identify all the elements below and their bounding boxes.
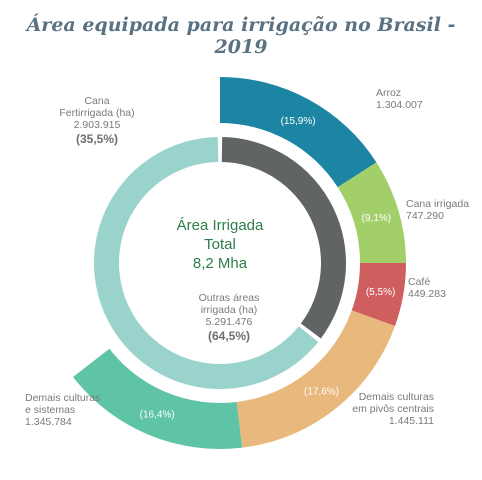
label-demais-culturas-e-sistemas-line-1: Demais culturas xyxy=(25,392,100,404)
center-line-1: Área Irrigada xyxy=(177,217,264,234)
center-line-3: 8,2 Mha xyxy=(193,255,248,272)
label-demais-culturas-em-pivos-centrais-line-2: em pivôs centrais xyxy=(352,403,434,415)
value-arroz: 1.304.007 xyxy=(376,99,423,111)
value-demais-culturas-e-sistemas: 1.345.784 xyxy=(25,416,72,428)
value-cana-fertirrigada: 2.903.915 xyxy=(74,119,121,131)
outer-slice-cana-irrigada xyxy=(337,162,406,263)
pct-label-demais-culturas-em-pivos-centrais: (17,6%) xyxy=(304,387,339,398)
label-outras-areas-irrigadas-line-1: Outras áreas xyxy=(199,292,260,304)
label-demais-culturas-em-pivos-centrais-line-1: Demais culturas xyxy=(359,391,434,403)
outer-slice-arroz xyxy=(220,77,377,188)
label-cana-irrigada-line-1: Cana irrigada xyxy=(406,198,469,210)
outer-slice-cafe xyxy=(351,263,406,327)
value-cafe: 449.283 xyxy=(408,288,446,300)
outer-slice-demais-culturas-e-sistemas xyxy=(73,348,243,450)
label-demais-culturas-e-sistemas-line-2: e sistemas xyxy=(25,404,75,416)
chart-labels: (15,9%)(9,1%)(5,5%)(17,6%)(16,4%)Arroz1.… xyxy=(25,87,469,428)
chart-title: Área equipada para irrigação no Brasil -… xyxy=(26,14,456,58)
outer-slice-demais-culturas-em-pivos-centrais xyxy=(236,310,396,448)
pct-label-cafe: (5,5%) xyxy=(366,287,395,298)
value-demais-culturas-em-pivos-centrais: 1.445.111 xyxy=(389,415,434,427)
pct-label-cana-irrigada: (9,1%) xyxy=(362,213,391,224)
label-cana-fertirrigada-line-1: Cana xyxy=(84,95,109,107)
inner-ring xyxy=(94,137,347,389)
label-outras-areas-irrigadas-line-2: irrigada (ha) xyxy=(201,304,258,316)
outer-ring xyxy=(73,77,406,450)
label-cafe-line-1: Café xyxy=(408,276,430,288)
pct-label-arroz: (15,9%) xyxy=(281,116,316,127)
pct-label-demais-culturas-e-sistemas: (16,4%) xyxy=(140,409,175,420)
center-line-2: Total xyxy=(204,236,236,253)
pct-label-cana-fertirrigada: (35,5%) xyxy=(76,132,118,146)
label-arroz-line-1: Arroz xyxy=(376,87,401,99)
center-label: Área Irrigada Total 8,2 Mha xyxy=(177,217,264,272)
inner-slice-cana-fertirrigada xyxy=(221,137,347,339)
label-cana-fertirrigada-line-2: Fertirrigada (ha) xyxy=(59,107,134,119)
value-cana-irrigada: 747.290 xyxy=(406,210,444,222)
value-outras-areas-irrigadas: 5.291.476 xyxy=(206,316,253,328)
pct-label-outras-areas-irrigadas: (64,5%) xyxy=(208,329,250,343)
